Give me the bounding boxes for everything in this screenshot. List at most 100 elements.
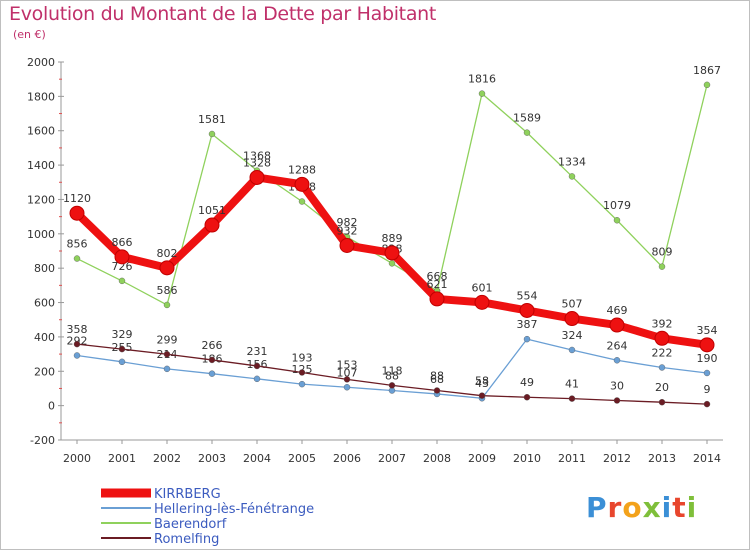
legend-label: KIRRBERG xyxy=(154,487,221,502)
data-label: 866 xyxy=(112,236,133,249)
data-label: 190 xyxy=(697,352,718,365)
data-label: 107 xyxy=(337,366,358,379)
y-tick-label: 600 xyxy=(34,297,55,310)
data-label: 264 xyxy=(607,339,628,352)
data-point xyxy=(609,317,625,333)
data-label: 1288 xyxy=(288,163,316,176)
logo-letter: i xyxy=(661,491,673,524)
x-tick-label: 2013 xyxy=(648,452,676,465)
data-point xyxy=(118,358,126,366)
series-hellering-l-s-f-n-trange: 2922552141861561251078868433873242642221… xyxy=(67,318,718,402)
data-label: 68 xyxy=(430,373,444,386)
x-tick-label: 2014 xyxy=(693,452,721,465)
data-label: 1334 xyxy=(558,155,586,168)
data-point xyxy=(114,249,130,265)
x-tick-label: 2007 xyxy=(378,452,406,465)
logo-letter: x xyxy=(642,491,662,524)
data-label: 20 xyxy=(655,381,669,394)
data-point xyxy=(519,302,535,318)
data-label: 1051 xyxy=(198,204,226,217)
legend-label: Hellering-lès-Fénétrange xyxy=(154,502,314,517)
legend-label: Romelfing xyxy=(154,532,219,547)
series-baerendorf: 1816 1589 1334 1079 809 1867 xyxy=(433,64,721,295)
data-point xyxy=(654,330,670,346)
data-label: 387 xyxy=(517,318,538,331)
data-point xyxy=(343,376,351,383)
data-point xyxy=(388,382,396,389)
data-point xyxy=(388,260,396,267)
data-point xyxy=(294,176,310,192)
data-point xyxy=(658,364,666,371)
data-label: 88 xyxy=(385,370,399,383)
data-point xyxy=(253,375,261,383)
y-tick-label: -200 xyxy=(30,434,55,447)
data-label: 586 xyxy=(157,284,178,297)
data-point xyxy=(163,351,171,358)
data-point xyxy=(118,345,126,353)
x-tick-label: 2008 xyxy=(423,452,451,465)
data-point xyxy=(568,395,576,402)
data-point xyxy=(118,277,126,285)
data-point xyxy=(69,205,85,221)
data-label: 392 xyxy=(652,317,673,330)
data-label: 329 xyxy=(112,328,133,341)
data-label: 554 xyxy=(517,289,538,302)
logo-letter: r xyxy=(607,491,623,524)
data-point xyxy=(253,362,261,370)
data-label: 601 xyxy=(472,281,493,294)
data-point xyxy=(208,356,216,364)
data-point xyxy=(163,365,171,373)
data-point xyxy=(613,357,621,364)
proxiti-logo: Proxiti xyxy=(586,491,697,524)
y-tick-label: 2000 xyxy=(27,56,55,69)
data-point xyxy=(204,217,220,233)
data-point xyxy=(208,130,216,138)
data-label: 222 xyxy=(652,346,673,359)
data-point xyxy=(703,400,711,408)
data-point xyxy=(249,169,265,185)
series-line xyxy=(436,84,708,292)
legend-label: Baerendorf xyxy=(154,517,227,532)
data-point xyxy=(478,90,486,97)
data-point xyxy=(523,335,531,343)
data-label: 193 xyxy=(292,351,313,364)
data-label: 41 xyxy=(565,378,579,391)
y-tick-label: 400 xyxy=(34,331,55,344)
x-tick-label: 2005 xyxy=(288,452,316,465)
data-point xyxy=(699,337,715,353)
y-tick-label: 1800 xyxy=(27,90,55,103)
x-tick-label: 2000 xyxy=(63,452,91,465)
y-tick-label: 0 xyxy=(48,400,55,413)
data-label: 49 xyxy=(520,376,534,389)
data-label: 9 xyxy=(704,383,711,396)
data-point xyxy=(658,399,666,406)
data-label: 118 xyxy=(382,364,403,377)
data-point xyxy=(568,173,576,180)
data-point xyxy=(564,311,580,327)
data-point xyxy=(523,129,531,136)
data-label: 1368 xyxy=(243,150,271,163)
x-tick-label: 2011 xyxy=(558,452,586,465)
data-label: 299 xyxy=(157,333,178,346)
data-label: 1581 xyxy=(198,113,226,126)
data-point xyxy=(703,81,711,89)
data-point xyxy=(478,392,486,399)
data-label: 726 xyxy=(112,260,133,273)
x-tick-label: 2004 xyxy=(243,452,271,465)
data-label: 358 xyxy=(67,323,88,336)
data-label: 266 xyxy=(202,339,223,352)
data-point xyxy=(429,291,445,307)
data-point xyxy=(73,340,81,348)
data-point xyxy=(208,370,216,377)
chart-subtitle: (en €) xyxy=(13,28,46,41)
data-label: 1589 xyxy=(513,112,541,125)
data-label: 982 xyxy=(337,216,358,229)
data-label: 1328 xyxy=(243,156,271,169)
data-label: 30 xyxy=(610,379,624,392)
data-point xyxy=(339,238,355,254)
x-tick-label: 2012 xyxy=(603,452,631,465)
data-label: 932 xyxy=(337,225,358,238)
data-label: 621 xyxy=(427,278,448,291)
